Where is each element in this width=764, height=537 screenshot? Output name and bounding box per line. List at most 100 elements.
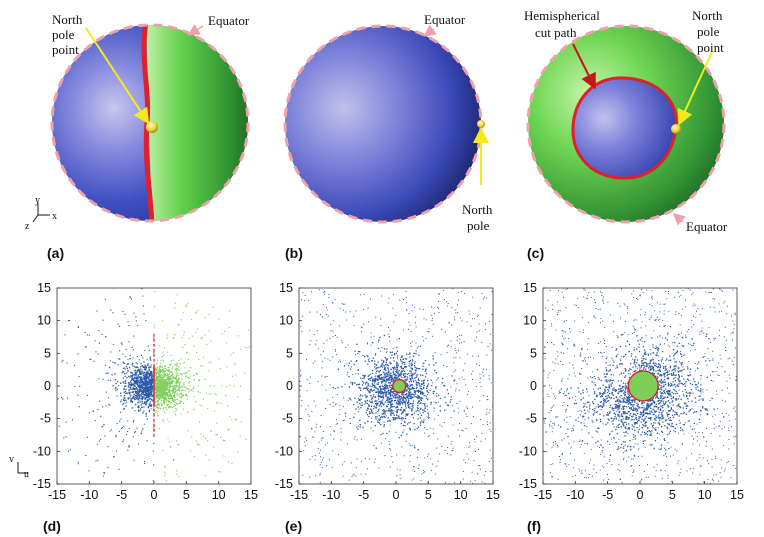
scatter-point xyxy=(673,374,675,376)
scatter-point xyxy=(646,406,648,408)
scatter-point xyxy=(399,474,401,476)
scatter-point xyxy=(134,390,137,392)
y-tick-label: -10 xyxy=(33,444,51,458)
scatter-point xyxy=(666,370,668,372)
scatter-point xyxy=(172,375,174,377)
scatter-point xyxy=(305,408,307,410)
scatter-point xyxy=(382,395,384,397)
scatter-point xyxy=(626,400,628,402)
scatter-point xyxy=(396,393,398,396)
scatter-point xyxy=(166,382,169,384)
scatter-point xyxy=(545,431,547,433)
scatter-point xyxy=(435,465,437,467)
scatter-point xyxy=(409,375,411,377)
scatter-point xyxy=(359,387,362,389)
scatter-point xyxy=(381,396,383,398)
scatter-point xyxy=(417,409,419,411)
scatter-point xyxy=(705,409,707,411)
scatter-point xyxy=(124,356,126,358)
scatter-point xyxy=(139,385,141,388)
scatter-point xyxy=(129,354,131,356)
scatter-point xyxy=(353,473,355,475)
scatter-point xyxy=(356,360,358,362)
scatter-point xyxy=(392,410,394,412)
scatter-point xyxy=(170,371,172,373)
scatter-point xyxy=(439,397,441,400)
scatter-point xyxy=(354,413,356,415)
scatter-point xyxy=(464,292,466,294)
scatter-point xyxy=(647,407,650,409)
scatter-point xyxy=(150,390,152,392)
scatter-point xyxy=(388,441,390,442)
scatter-point xyxy=(691,338,693,340)
scatter-point xyxy=(665,449,667,451)
scatter-point xyxy=(466,408,468,409)
scatter-point xyxy=(158,397,160,399)
scatter-point xyxy=(427,383,429,385)
scatter-point xyxy=(353,363,355,366)
scatter-point xyxy=(378,395,380,397)
scatter-point xyxy=(355,354,357,356)
scatter-point xyxy=(637,431,639,433)
scatter-point xyxy=(144,364,146,366)
scatter-point xyxy=(188,337,190,339)
scatter-point xyxy=(396,366,398,368)
scatter-point xyxy=(131,391,134,393)
scatter-point xyxy=(392,307,394,309)
scatter-point xyxy=(435,402,437,404)
scatter-point xyxy=(179,399,181,402)
scatter-point xyxy=(146,373,148,375)
scatter-point xyxy=(157,396,159,398)
scatter-point xyxy=(388,400,390,403)
scatter-point xyxy=(387,375,389,377)
scatter-point xyxy=(668,432,671,434)
scatter-point xyxy=(423,318,425,320)
scatter-point xyxy=(668,370,670,372)
scatter-point xyxy=(385,383,387,386)
scatter-point xyxy=(655,347,657,350)
scatter-point xyxy=(489,422,491,424)
scatter-point xyxy=(644,351,646,353)
scatter-point xyxy=(172,380,174,382)
scatter-point xyxy=(139,371,141,373)
scatter-point xyxy=(387,403,389,406)
scatter-point xyxy=(130,379,133,381)
scatter-point xyxy=(158,392,160,395)
scatter-point xyxy=(428,417,430,418)
scatter-point xyxy=(117,323,119,325)
scatter-point xyxy=(172,388,174,390)
scatter-point xyxy=(447,303,449,305)
scatter-point xyxy=(172,460,174,462)
scatter-point xyxy=(632,413,635,415)
scatter-point xyxy=(633,404,635,406)
scatter-point xyxy=(156,372,159,374)
scatter-point xyxy=(471,373,472,375)
scatter-point xyxy=(143,371,145,373)
scatter-point xyxy=(469,442,471,444)
scatter-point xyxy=(159,396,161,398)
scatter-point xyxy=(402,394,404,396)
scatter-point xyxy=(314,455,316,457)
scatter-point xyxy=(138,397,140,399)
scatter-point xyxy=(434,352,436,354)
scatter-point xyxy=(451,375,453,377)
scatter-point xyxy=(673,384,675,386)
scatter-point xyxy=(136,363,138,365)
scatter-point xyxy=(150,405,152,407)
scatter-point xyxy=(437,414,439,416)
scatter-point xyxy=(171,397,174,399)
scatter-point xyxy=(128,393,131,395)
scatter-point xyxy=(605,373,608,375)
scatter-point xyxy=(138,391,140,393)
scatter-point xyxy=(170,396,172,398)
scatter-point xyxy=(175,402,177,404)
scatter-point xyxy=(432,463,434,465)
scatter-point xyxy=(361,384,364,386)
scatter-point xyxy=(441,425,443,427)
scatter-point xyxy=(193,386,195,389)
scatter-point xyxy=(357,425,359,427)
scatter-point xyxy=(144,368,147,370)
scatter-point xyxy=(381,391,383,393)
scatter-point xyxy=(636,422,638,425)
scatter-point xyxy=(673,368,675,371)
